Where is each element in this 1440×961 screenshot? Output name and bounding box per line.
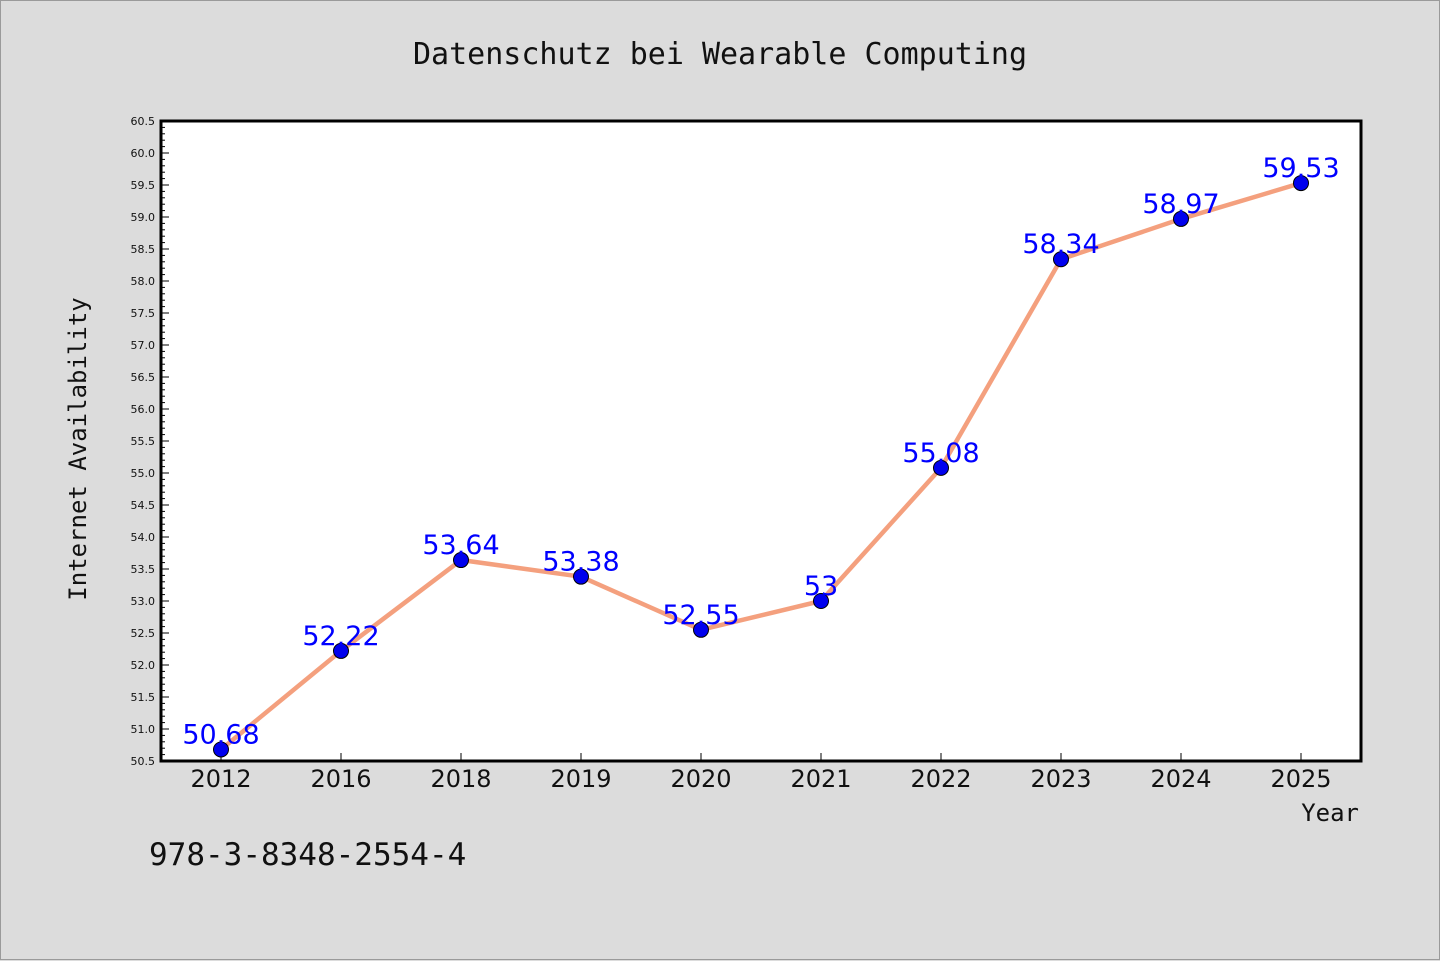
y-tick-label: 54.5 — [131, 499, 156, 512]
y-tick-label: 60.0 — [131, 147, 156, 160]
data-point — [1053, 251, 1069, 268]
y-tick-label: 51.5 — [131, 691, 156, 704]
x-tick-label: 2021 — [790, 765, 851, 793]
x-tick-label: 2016 — [310, 765, 371, 793]
data-label: 53.38 — [542, 547, 619, 578]
data-point — [933, 459, 949, 476]
data-label: 59.53 — [1262, 153, 1339, 184]
x-tick-label: 2020 — [670, 765, 731, 793]
data-label: 55.08 — [902, 438, 979, 469]
x-tick-label: 2019 — [550, 765, 611, 793]
y-axis-label: Internet Availability — [64, 297, 92, 600]
y-tick-label: 54.0 — [131, 531, 156, 544]
y-tick-label: 60.5 — [131, 115, 156, 128]
y-tick-label: 53.5 — [131, 563, 156, 576]
data-label: 50.68 — [182, 719, 259, 750]
data-point — [573, 568, 589, 585]
y-tick-label: 55.5 — [131, 435, 156, 448]
data-point — [693, 621, 709, 638]
data-labels: 50.68 52.22 53.64 53.38 52.55 53 55.08 58.34 58.… — [182, 153, 1339, 750]
y-tick-label: 56.5 — [131, 371, 156, 384]
data-label: 53 — [804, 571, 838, 602]
data-point — [813, 593, 829, 609]
isbn-text: 978-3-8348-2554-4 — [149, 837, 466, 873]
data-point — [333, 642, 349, 659]
x-axis-label: Year — [1301, 799, 1359, 827]
data-point — [453, 552, 469, 569]
series-group — [213, 175, 1309, 758]
y-tick-label: 57.0 — [131, 339, 156, 352]
data-label: 52.55 — [662, 600, 739, 631]
x-tick-label: 2024 — [1150, 765, 1211, 793]
chart-title: Datenschutz bei Wearable Computing — [413, 37, 1027, 72]
x-tick-label: 2022 — [910, 765, 971, 793]
x-axis-ticks: 2012 2016 2018 2019 2020 2021 2022 2023 2024 2025 — [190, 753, 1332, 793]
x-tick-label: 2018 — [430, 765, 491, 793]
y-tick-label: 50.5 — [131, 755, 156, 768]
data-label: 53.64 — [422, 530, 499, 561]
data-point — [1173, 210, 1189, 227]
data-point — [213, 741, 229, 758]
y-axis-ticks: 50.5 51.0 51.5 52.0 52.5 53.0 53.5 54.0 54.5 55.0… — [131, 115, 169, 768]
y-tick-label: 52.0 — [131, 659, 156, 672]
y-tick-label: 59.5 — [131, 179, 156, 192]
y-tick-label: 58.5 — [131, 243, 156, 256]
x-tick-label: 2012 — [190, 765, 251, 793]
series-line — [218, 180, 1304, 752]
y-tick-label: 53.0 — [131, 595, 156, 608]
data-label: 52.22 — [302, 621, 379, 652]
data-label: 58.34 — [1022, 229, 1099, 260]
y-tick-label: 58.0 — [131, 275, 156, 288]
y-tick-label: 55.0 — [131, 467, 156, 480]
y-tick-label: 59.0 — [131, 211, 156, 224]
data-point — [1293, 175, 1309, 192]
y-tick-label: 56.0 — [131, 403, 156, 416]
y-tick-label: 52.5 — [131, 627, 156, 640]
y-tick-label: 51.0 — [131, 723, 156, 736]
y-tick-label: 57.5 — [131, 307, 156, 320]
x-tick-label: 2023 — [1030, 765, 1091, 793]
data-label: 58.97 — [1142, 189, 1219, 220]
x-tick-label: 2025 — [1270, 765, 1331, 793]
